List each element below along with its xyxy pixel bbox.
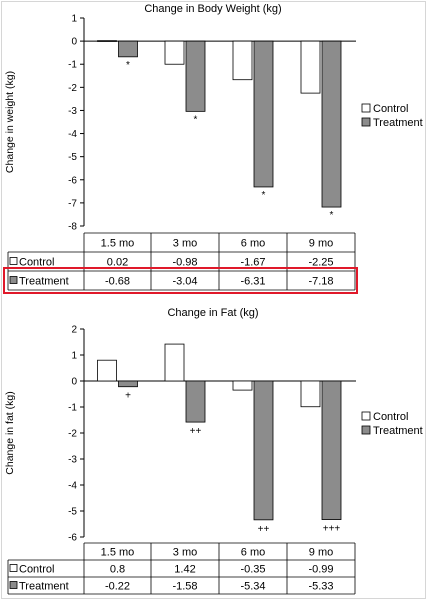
chart1-bar-treatment bbox=[321, 40, 342, 208]
chart2-bar-treatment bbox=[185, 380, 206, 423]
chart2-y-axis-label: Change in fat (kg) bbox=[4, 391, 16, 474]
chart2-table-header: 9 mo bbox=[309, 547, 333, 559]
chart2-y-tick-label: 1 bbox=[71, 351, 77, 362]
chart1-y-tick-label: -6 bbox=[68, 175, 77, 186]
chart2-significance-marker: ++ bbox=[258, 524, 270, 535]
chart1-legend-label-control: Control bbox=[373, 103, 408, 115]
chart2-table-row-label: Control bbox=[19, 564, 54, 576]
chart2-bar-treatment bbox=[118, 380, 138, 388]
chart1-legend-label-treatment: Treatment bbox=[373, 117, 423, 129]
chart1-bar-control bbox=[300, 40, 321, 94]
chart2-y-tick-label: 2 bbox=[71, 325, 77, 336]
chart1-y-tick-label: -1 bbox=[68, 60, 77, 71]
chart2-significance-marker: ++ bbox=[190, 426, 202, 437]
chart2-table-cell: -0.35 bbox=[240, 564, 265, 576]
chart1-table-cell: -0.68 bbox=[105, 276, 130, 288]
chart1-significance-marker: * bbox=[330, 210, 334, 221]
chart1-table-swatch-treatment bbox=[9, 276, 18, 284]
chart2-y-tick-label: -2 bbox=[68, 429, 77, 440]
chart1-y-tick-label: 0 bbox=[71, 37, 77, 48]
chart2-table-cell: -1.58 bbox=[172, 581, 197, 593]
chart1-table-swatch-control bbox=[9, 257, 18, 265]
chart2-legend-label-treatment: Treatment bbox=[373, 425, 423, 437]
chart1-y-tick-label: -8 bbox=[68, 222, 77, 233]
chart2-bar-treatment bbox=[321, 380, 342, 520]
chart1-table-row-label: Control bbox=[19, 257, 54, 269]
chart2-table-row-label: Treatment bbox=[19, 581, 69, 593]
chart1-bar-treatment bbox=[185, 40, 206, 112]
chart2-table-cell: 1.42 bbox=[174, 564, 195, 576]
chart1-table-header: 1.5 mo bbox=[101, 238, 135, 250]
chart2-y-tick-label: -5 bbox=[68, 507, 77, 518]
chart2-bar-control bbox=[164, 343, 185, 382]
chart2-bar-control bbox=[300, 380, 321, 408]
chart1-table-header: 6 mo bbox=[241, 238, 265, 250]
chart1-y-tick-label: -4 bbox=[68, 129, 77, 140]
chart1-highlight-box bbox=[3, 267, 358, 294]
chart2-table-header: 1.5 mo bbox=[101, 547, 135, 559]
chart1-title: Change in Body Weight (kg) bbox=[144, 3, 281, 15]
chart2-table-cell: -5.33 bbox=[308, 581, 333, 593]
chart2-table-cell: -5.34 bbox=[240, 581, 265, 593]
chart2-y-tick-label: 0 bbox=[71, 377, 77, 388]
chart1-table-cell: -1.67 bbox=[240, 257, 265, 269]
chart1-y-tick-label: -5 bbox=[68, 152, 77, 163]
chart2-bar-treatment bbox=[253, 380, 274, 521]
chart1-table-cell: 0.02 bbox=[107, 257, 128, 269]
chart1-bar-control bbox=[164, 40, 185, 65]
chart2-legend-label-control: Control bbox=[373, 411, 408, 423]
chart2-table-swatch-control bbox=[9, 564, 18, 572]
chart1-table-cell: -6.31 bbox=[240, 276, 265, 288]
chart2-table-cell: -0.99 bbox=[308, 564, 333, 576]
chart1-y-tick-label: -3 bbox=[68, 106, 77, 117]
chart2-table-cell: -0.22 bbox=[105, 581, 130, 593]
chart2-table-header: 6 mo bbox=[241, 547, 265, 559]
chart1-table-header: 9 mo bbox=[309, 238, 333, 250]
chart2-significance-marker: +++ bbox=[323, 524, 341, 535]
chart2-table-header: 3 mo bbox=[173, 547, 197, 559]
chart2-significance-marker: + bbox=[125, 391, 131, 402]
chart2-bar-control bbox=[232, 380, 253, 391]
chart1-bar-control bbox=[232, 40, 253, 81]
chart1-legend-swatch-control bbox=[361, 103, 371, 113]
chart1-significance-marker: * bbox=[262, 190, 266, 201]
chart2-y-tick-label: -4 bbox=[68, 481, 77, 492]
chart1-y-tick-label: -7 bbox=[68, 198, 77, 209]
chart1-bar-treatment bbox=[253, 40, 274, 188]
chart1-legend-swatch-treatment bbox=[361, 117, 371, 127]
chart2-table-cell: 0.8 bbox=[110, 564, 125, 576]
chart1-table-cell: -0.98 bbox=[172, 257, 197, 269]
chart1-y-axis-label: Change in weight (kg) bbox=[4, 71, 16, 173]
chart1-significance-marker: * bbox=[194, 114, 198, 125]
chart2-bar-control bbox=[97, 359, 117, 382]
chart1-bar-control bbox=[97, 40, 117, 42]
chart2-y-tick-label: -1 bbox=[68, 403, 77, 414]
chart1-y-tick-label: 1 bbox=[71, 14, 77, 25]
chart2-table-swatch-treatment bbox=[9, 581, 18, 589]
chart1-table-cell: -7.18 bbox=[308, 276, 333, 288]
chart1-y-tick-label: -2 bbox=[68, 83, 77, 94]
chart2-y-tick-label: -6 bbox=[68, 533, 77, 544]
chart2-y-tick-label: -3 bbox=[68, 455, 77, 466]
chart1-bar-treatment bbox=[118, 40, 138, 58]
chart1-table-row-label: Treatment bbox=[19, 276, 69, 288]
chart1-table-cell: -2.25 bbox=[308, 257, 333, 269]
chart2-title: Change in Fat (kg) bbox=[167, 307, 258, 319]
chart1-table-header: 3 mo bbox=[173, 238, 197, 250]
chart2-legend-swatch-treatment bbox=[361, 425, 371, 435]
chart2-legend-swatch-control bbox=[361, 411, 371, 421]
chart1-table-cell: -3.04 bbox=[172, 276, 197, 288]
chart1-significance-marker: * bbox=[126, 60, 130, 71]
